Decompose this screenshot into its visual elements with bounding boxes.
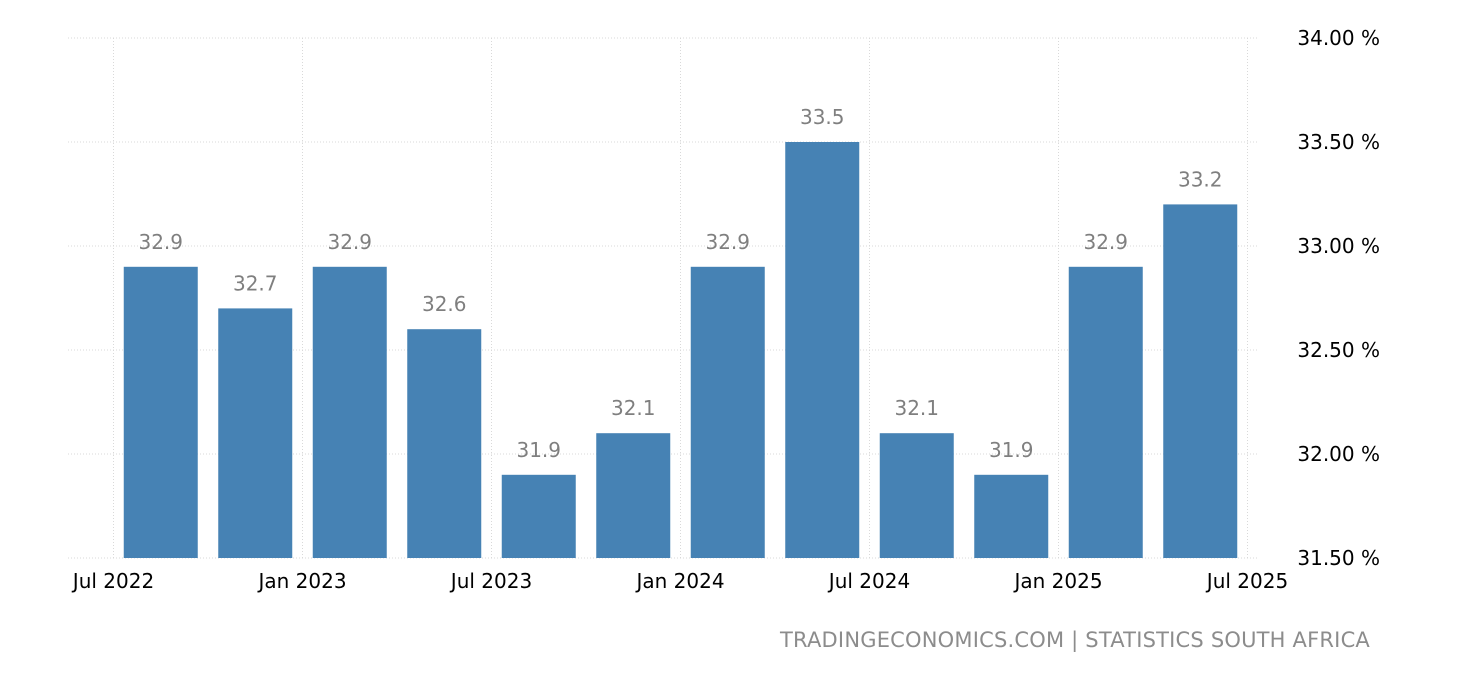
bar-value-label: 33.2: [1178, 167, 1223, 191]
y-tick-label: 33.50 %: [1297, 130, 1380, 154]
bar: [596, 433, 671, 558]
bar: [501, 474, 576, 558]
bar: [312, 266, 387, 558]
bar-value-label: 32.9: [327, 230, 372, 254]
x-tick-label: Jul 2025: [1205, 569, 1288, 593]
y-tick-label: 32.50 %: [1297, 338, 1380, 362]
x-tick-label: Jan 2024: [634, 569, 724, 593]
bar: [407, 329, 482, 558]
bar: [1068, 266, 1143, 558]
bar-value-label: 32.9: [138, 230, 183, 254]
bar-value-label: 33.5: [800, 105, 845, 129]
bar-value-label: 32.7: [233, 271, 278, 295]
bar: [879, 433, 954, 558]
x-tick-label: Jul 2022: [71, 569, 154, 593]
bar-value-label: 32.9: [1083, 230, 1128, 254]
x-tick-label: Jan 2025: [1012, 569, 1102, 593]
bar: [123, 266, 198, 558]
bar-value-label: 31.9: [989, 438, 1034, 462]
x-tick-label: Jan 2023: [256, 569, 346, 593]
bar: [974, 474, 1049, 558]
x-tick-label: Jul 2023: [449, 569, 532, 593]
bar-value-label: 32.9: [705, 230, 750, 254]
bar-value-label: 32.1: [894, 396, 939, 420]
bar: [218, 308, 293, 558]
bar: [785, 142, 860, 558]
y-tick-label: 32.00 %: [1297, 442, 1380, 466]
y-tick-label: 34.00 %: [1297, 26, 1380, 50]
bar: [1163, 204, 1238, 558]
y-tick-label: 31.50 %: [1297, 546, 1380, 570]
bar: [690, 266, 765, 558]
y-tick-label: 33.00 %: [1297, 234, 1380, 258]
source-credit: TRADINGECONOMICS.COM | STATISTICS SOUTH …: [780, 628, 1370, 652]
x-tick-label: Jul 2024: [827, 569, 910, 593]
bar-value-label: 32.1: [611, 396, 656, 420]
bar-value-label: 32.6: [422, 292, 467, 316]
bar-value-label: 31.9: [516, 438, 561, 462]
